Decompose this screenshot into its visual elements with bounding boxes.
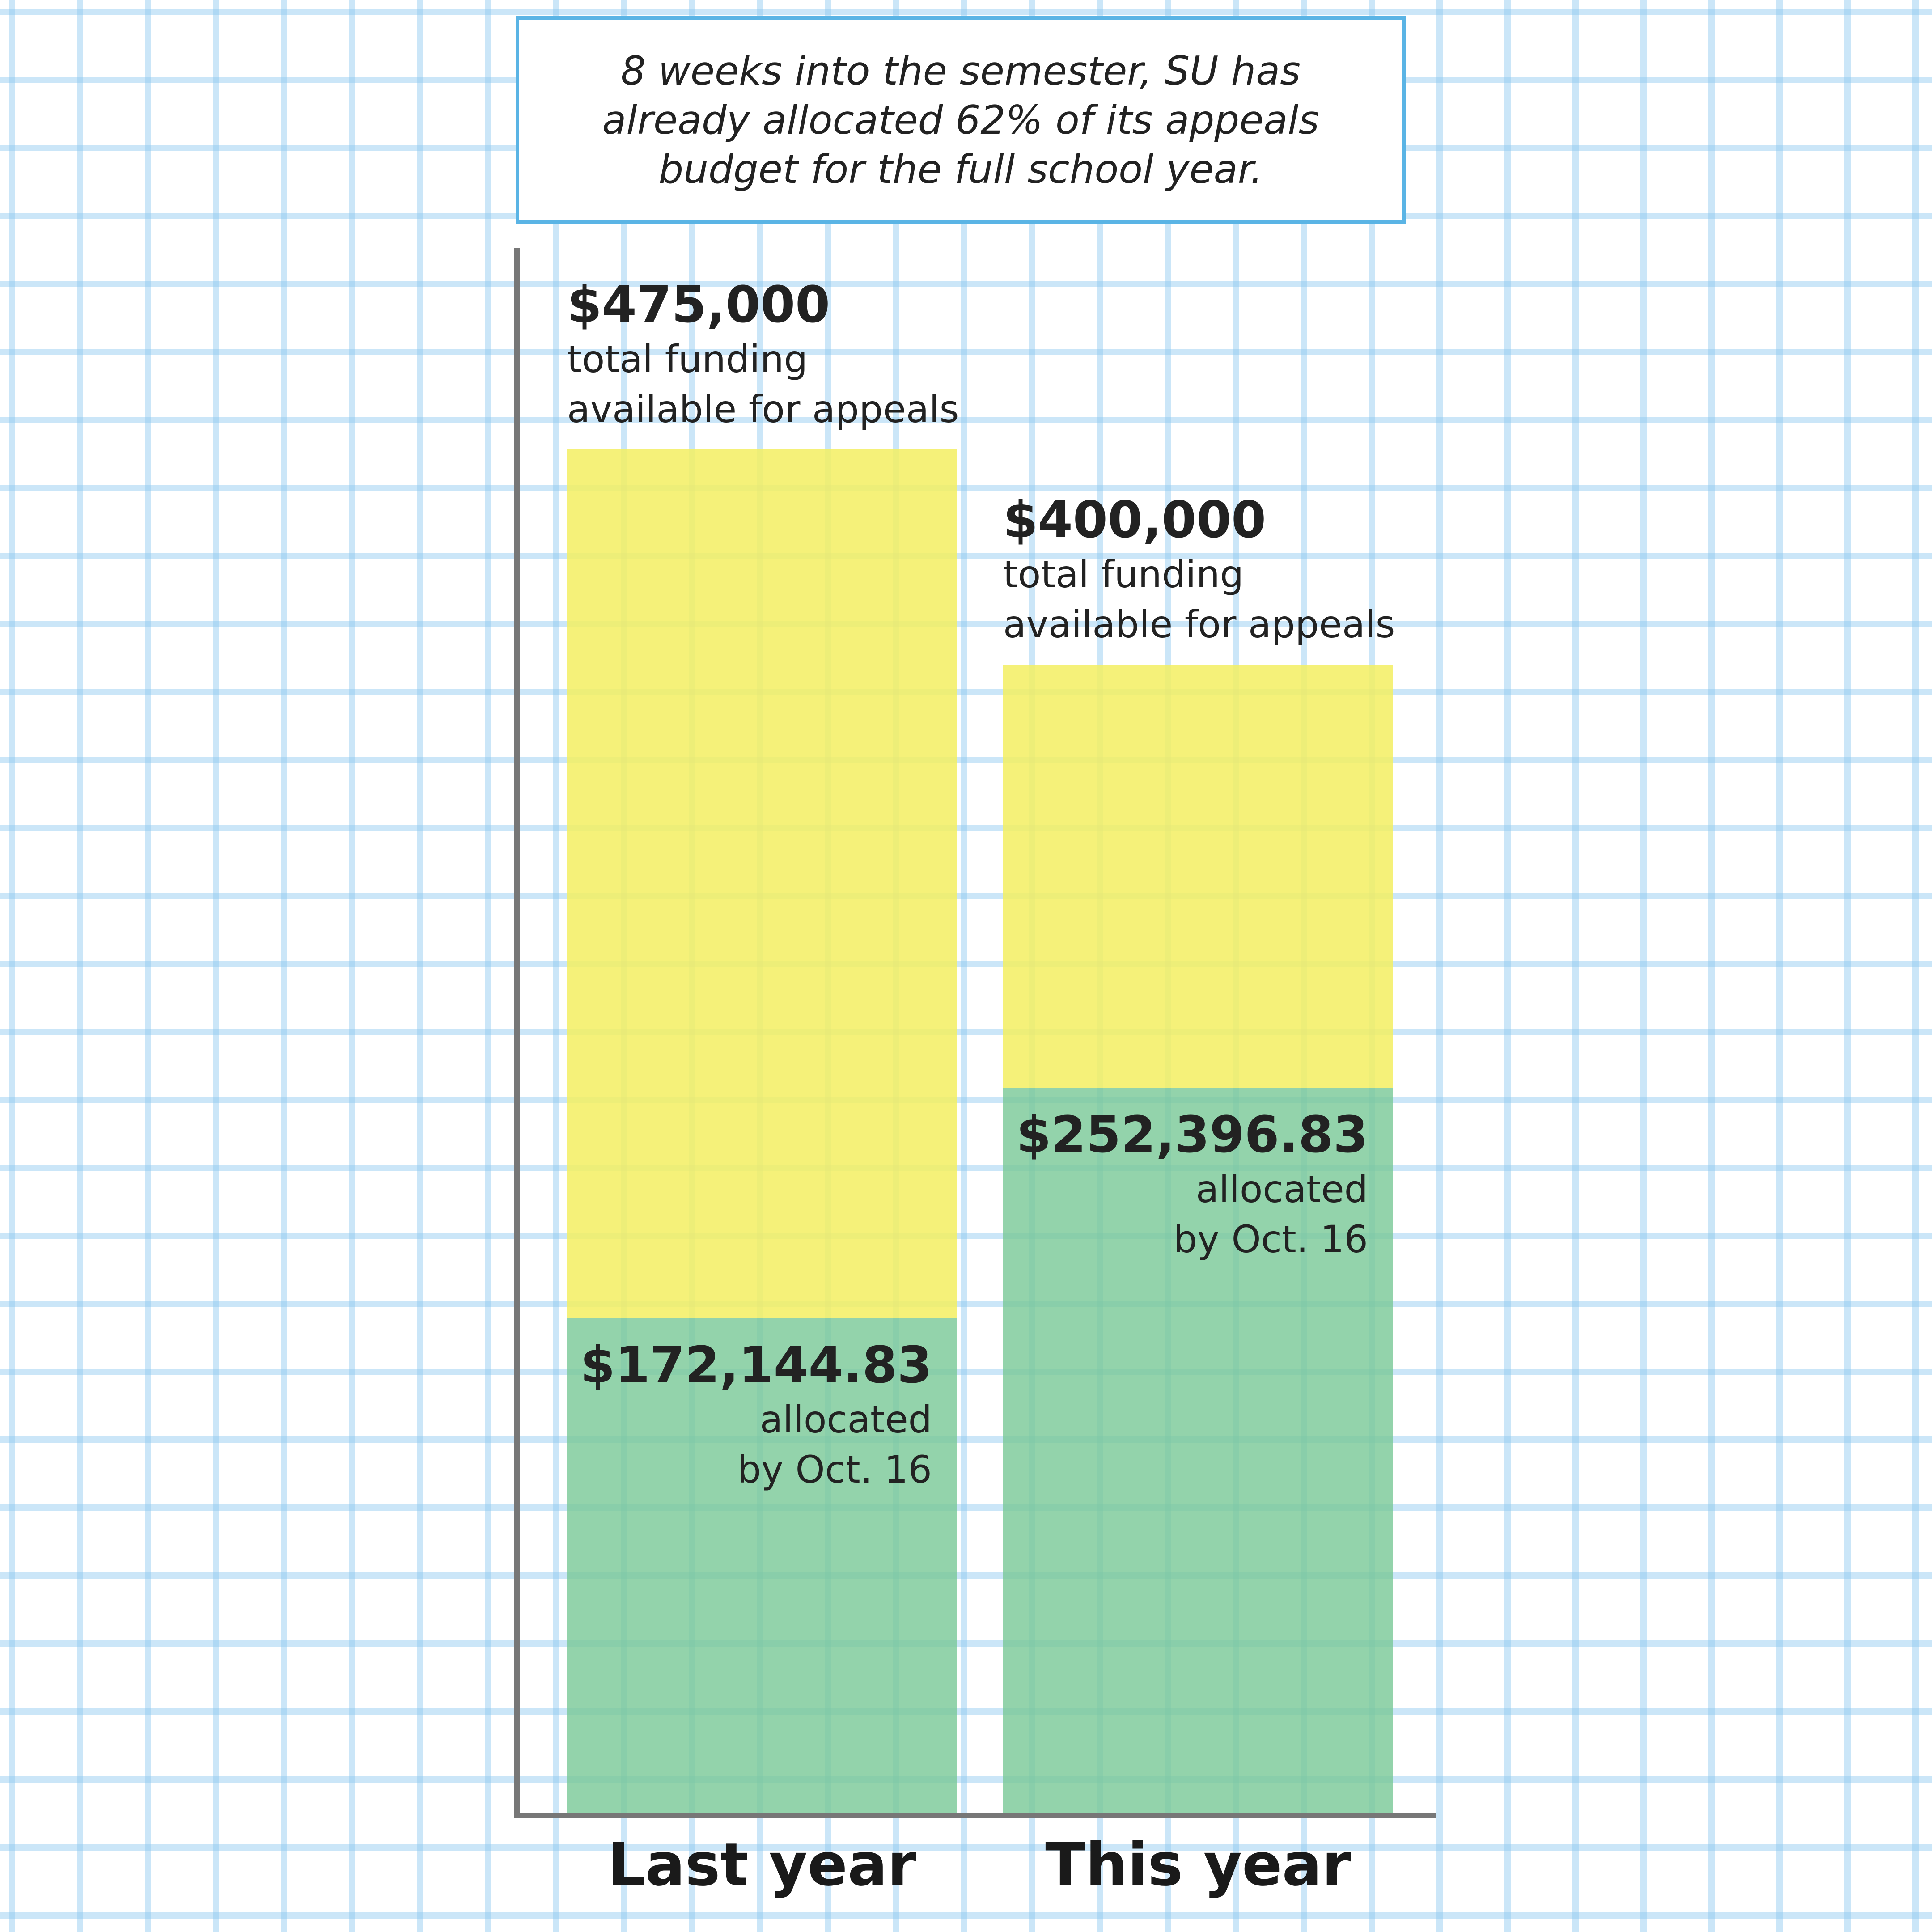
allocated-desc-label: by Oct. 16 (737, 1448, 932, 1492)
callout-text: 8 weeks into the semester, SU has alread… (602, 47, 1319, 192)
total-desc-label: total funding (1003, 552, 1244, 597)
total-amount-label: $400,000 (1003, 491, 1267, 550)
total-desc-label: available for appeals (567, 387, 959, 431)
category-label-2: This year (1045, 1830, 1351, 1899)
x-axis-line (514, 1813, 1436, 1818)
callout-box: 8 weeks into the semester, SU has alread… (516, 16, 1406, 224)
bar-total-2 (1003, 665, 1393, 1089)
total-label-2: $400,000 total funding available for appea… (1003, 491, 1395, 649)
allocated-desc-label: allocated (1195, 1167, 1368, 1212)
allocated-desc-label: allocated (759, 1398, 932, 1442)
total-label-1: $475,000 total funding available for appea… (567, 276, 959, 434)
total-amount-label: $475,000 (567, 276, 830, 334)
allocated-label-1: $172,144.83 allocated by Oct. 16 (567, 1336, 932, 1495)
y-axis-line (514, 248, 520, 1818)
allocated-label-2: $252,396.83 allocated by Oct. 16 (1003, 1106, 1368, 1264)
bar-allocated-2 (1003, 1088, 1393, 1813)
bar-allocated-1 (567, 1318, 957, 1813)
allocated-amount-label: $252,396.83 (1016, 1106, 1368, 1165)
bar-total-1 (567, 449, 957, 1319)
allocated-amount-label: $172,144.83 (580, 1336, 932, 1395)
total-desc-label: total funding (567, 337, 808, 381)
category-label-1: Last year (607, 1830, 917, 1899)
allocated-desc-label: by Oct. 16 (1173, 1217, 1368, 1262)
total-desc-label: available for appeals (1003, 602, 1395, 647)
